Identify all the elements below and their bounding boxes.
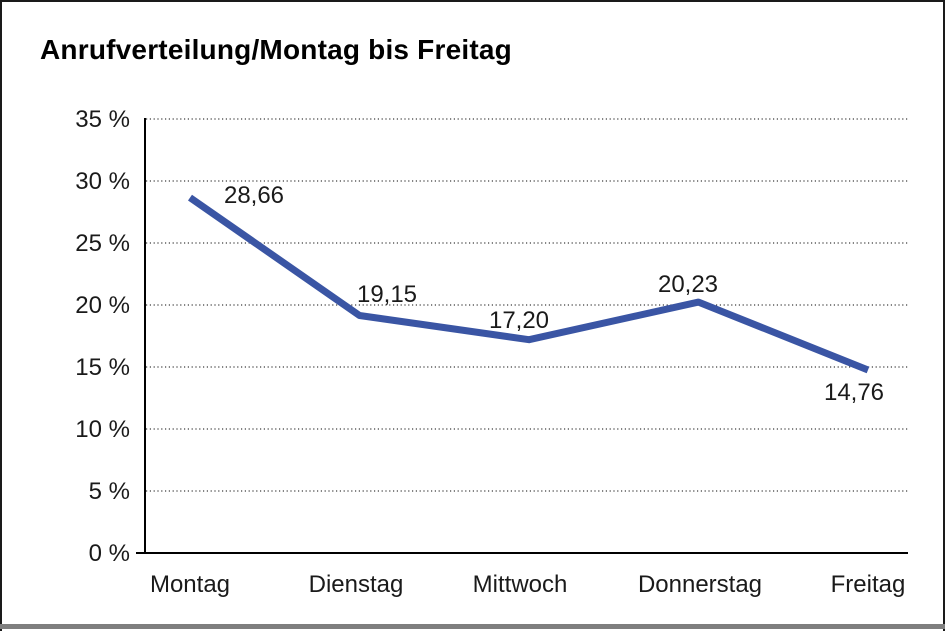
x-category-label-freitag: Freitag bbox=[831, 571, 906, 598]
y-tick-label-35: 35 % bbox=[75, 106, 130, 133]
point-label-dienstag: 19,15 bbox=[357, 281, 417, 308]
y-tick-label-0: 0 % bbox=[89, 540, 130, 567]
x-category-label-dienstag: Dienstag bbox=[309, 571, 404, 598]
point-label-montag: 28,66 bbox=[224, 182, 284, 209]
y-tick-label-30: 30 % bbox=[75, 168, 130, 195]
y-tick-label-10: 10 % bbox=[75, 416, 130, 443]
x-category-label-mittwoch: Mittwoch bbox=[473, 571, 568, 598]
gridlines bbox=[146, 118, 908, 492]
point-label-donnerstag: 20,23 bbox=[658, 271, 718, 298]
point-label-freitag: 14,76 bbox=[824, 379, 884, 406]
chart-title: Anrufverteilung/Montag bis Freitag bbox=[40, 34, 512, 65]
data-line bbox=[188, 194, 870, 374]
y-tick-label-15: 15 % bbox=[75, 354, 130, 381]
bottom-shadow-bar bbox=[0, 624, 945, 629]
y-tick-label-5: 5 % bbox=[89, 478, 130, 505]
y-tick-label-20: 20 % bbox=[75, 292, 130, 319]
point-label-mittwoch: 17,20 bbox=[489, 307, 549, 334]
x-category-label-montag: Montag bbox=[150, 571, 230, 598]
x-category-label-donnerstag: Donnerstag bbox=[638, 571, 762, 598]
y-tick-label-25: 25 % bbox=[75, 230, 130, 257]
